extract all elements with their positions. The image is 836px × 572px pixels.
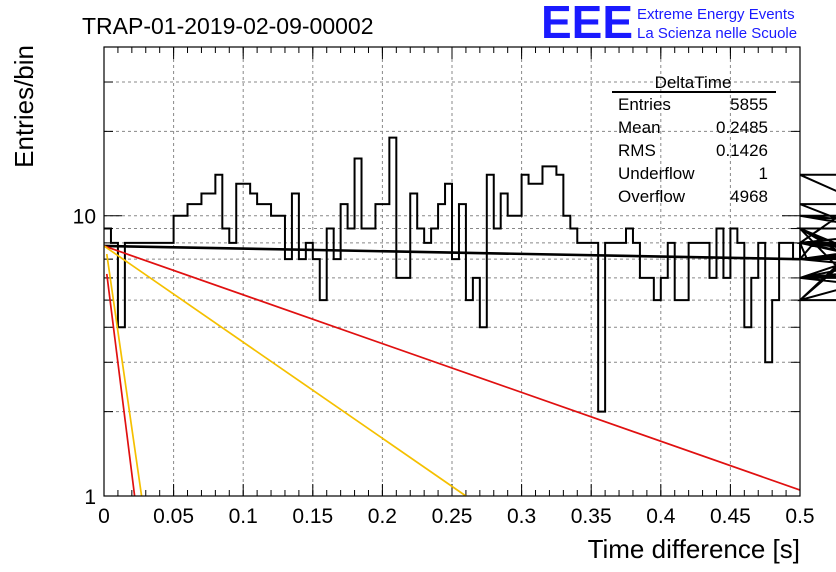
- chart-title: TRAP-01-2019-02-09-00002: [82, 13, 374, 39]
- stats-label-entries: Entries: [618, 95, 671, 114]
- x-tick-label: 0.2: [368, 505, 397, 528]
- plot-frame: [103, 46, 801, 497]
- y-tick-label: 10: [73, 206, 96, 229]
- x-tick-label: 0.15: [292, 505, 333, 528]
- fit-curve: [105, 273, 136, 497]
- stats-label-underflow: Underflow: [618, 164, 695, 183]
- stats-value-overflow: 4968: [730, 187, 768, 206]
- fit-curve: [105, 253, 143, 497]
- x-axis-label: Time difference [s]: [588, 534, 800, 564]
- stats-value-entries: 5855: [730, 95, 768, 114]
- stats-box: DeltaTime Entries 5855 Mean 0.2485 RMS 0…: [612, 73, 776, 206]
- x-tick-label: 0.35: [571, 505, 612, 528]
- org-line2: La Scienza nelle Scuole: [637, 25, 797, 42]
- x-tick-label: 0.5: [785, 505, 814, 528]
- x-tick-label: 0.45: [710, 505, 751, 528]
- y-tick-label: 1: [84, 486, 96, 509]
- stats-row: Underflow 1: [618, 164, 768, 183]
- x-tick-label: 0: [98, 505, 110, 528]
- eee-logo: EEE: [541, 0, 633, 48]
- x-tick-label: 0.25: [432, 505, 473, 528]
- stats-row: Overflow 4968: [618, 187, 768, 206]
- fit-curve: [103, 245, 467, 497]
- fit-curve: [103, 245, 801, 491]
- x-tick-label: 0.1: [229, 505, 258, 528]
- org-line1: Extreme Energy Events: [637, 6, 795, 23]
- y-axis-label: Entries/bin: [9, 45, 39, 168]
- x-tick-label: 0.05: [153, 505, 194, 528]
- stats-label-overflow: Overflow: [618, 187, 686, 206]
- stats-label-mean: Mean: [618, 118, 661, 137]
- x-tick-label: 0.3: [507, 505, 536, 528]
- stats-row: RMS 0.1426: [618, 141, 768, 160]
- stats-value-mean: 0.2485: [716, 118, 768, 137]
- stats-row: Entries 5855: [618, 95, 768, 114]
- histogram-outline: [104, 136, 836, 413]
- stats-value-underflow: 1: [759, 164, 768, 183]
- stats-label-rms: RMS: [618, 141, 656, 160]
- stats-title: DeltaTime: [655, 73, 732, 92]
- x-tick-label: 0.4: [646, 505, 676, 528]
- stats-value-rms: 0.1426: [716, 141, 768, 160]
- fit-curve: [103, 244, 801, 261]
- stats-row: Mean 0.2485: [618, 118, 768, 137]
